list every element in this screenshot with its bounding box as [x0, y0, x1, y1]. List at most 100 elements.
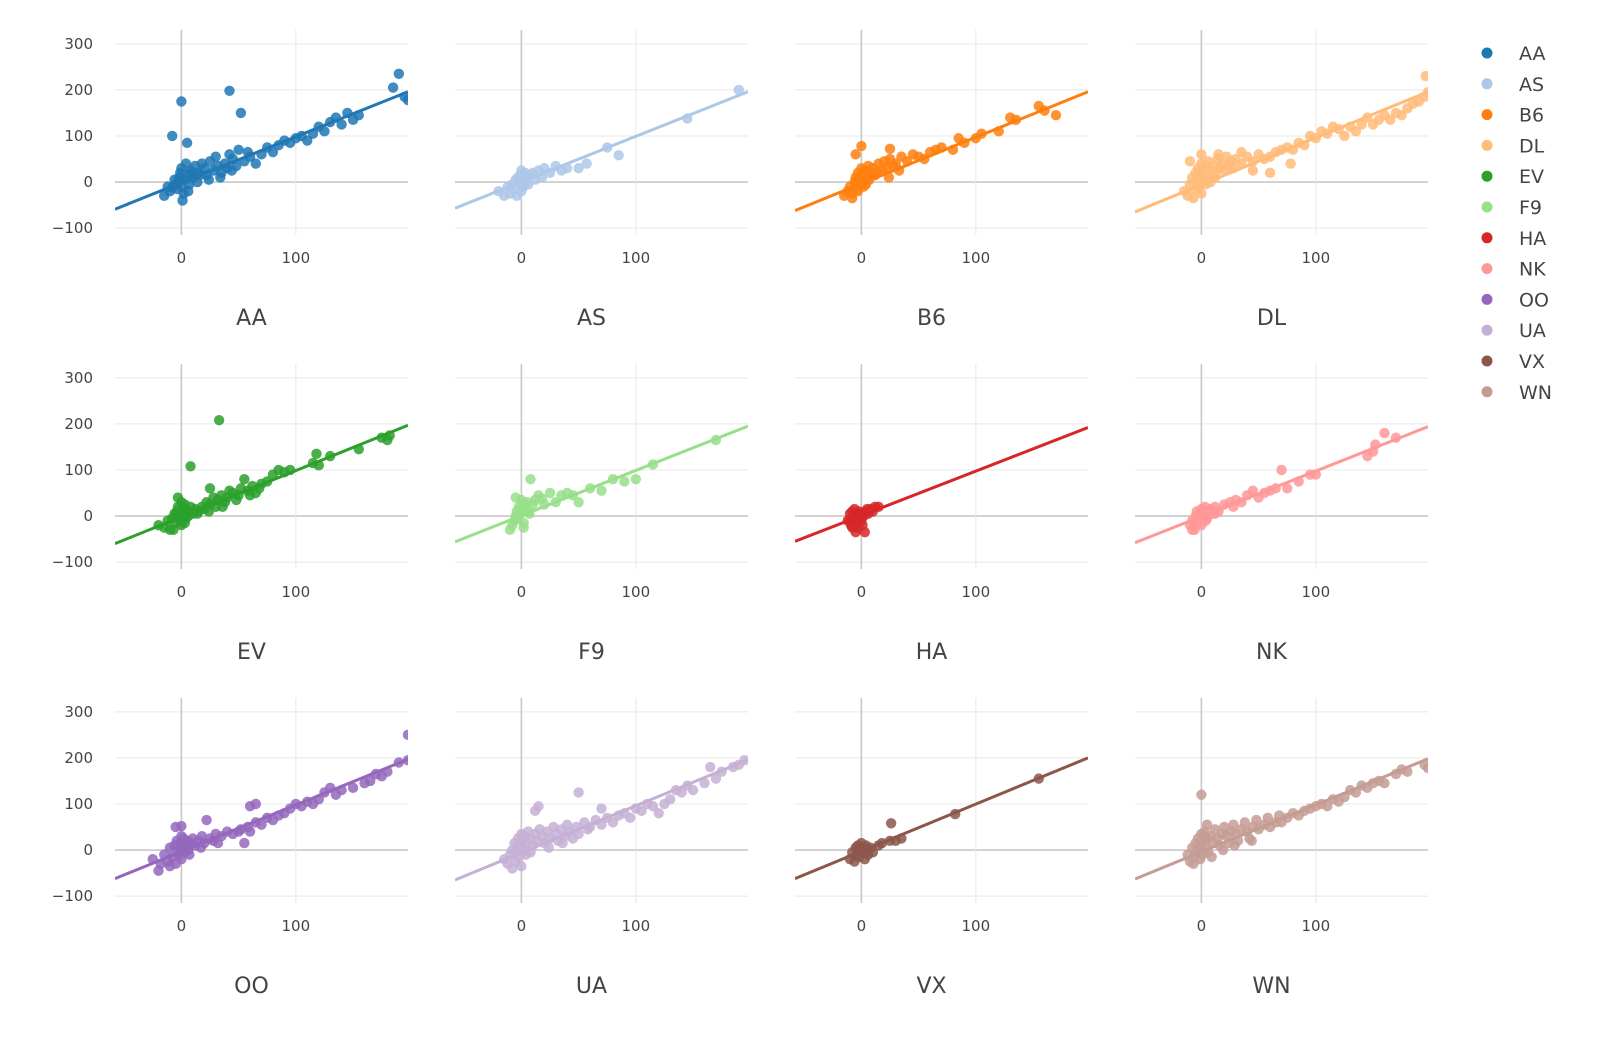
- facet-title: F9: [578, 640, 605, 665]
- data-point: [856, 140, 867, 152]
- data-point: [168, 524, 179, 536]
- facet-panel-nk: 0 100 NK: [1135, 364, 1428, 665]
- regression-line: [115, 90, 408, 211]
- x-tick-label: 100: [622, 583, 651, 601]
- legend-item-as[interactable]: AS: [1481, 74, 1545, 96]
- data-point: [203, 506, 215, 517]
- data-point: [1285, 158, 1296, 169]
- data-point: [518, 522, 529, 533]
- legend-item-b6[interactable]: B6: [1481, 105, 1545, 127]
- data-point: [213, 415, 225, 426]
- facet-marks: [1135, 425, 1428, 545]
- y-tick-label: 200: [64, 81, 93, 99]
- data-point: [176, 96, 187, 107]
- facet-marks: [1135, 70, 1428, 214]
- legend-label: NK: [1519, 259, 1546, 281]
- facet-marks: [455, 84, 748, 210]
- data-point: [1188, 858, 1199, 870]
- legend-item-dl[interactable]: DL: [1481, 135, 1545, 157]
- data-point: [179, 517, 191, 529]
- data-point: [393, 68, 405, 79]
- x-tick-label: 0: [857, 917, 867, 935]
- data-point: [664, 794, 676, 805]
- facet-panel-f9: 0 100 F9: [455, 364, 748, 665]
- legend-item-nk[interactable]: NK: [1481, 259, 1547, 281]
- y-tick-label: 200: [64, 415, 93, 433]
- facet-panel-aa: −100 0 100 200 300 0 100 AA: [52, 30, 408, 331]
- regression-line: [455, 758, 748, 882]
- data-point: [847, 192, 858, 204]
- facet-title: NK: [1256, 640, 1287, 665]
- x-tick-label: 0: [177, 917, 187, 935]
- data-point: [319, 126, 330, 137]
- data-point: [507, 863, 518, 874]
- legend-item-f9[interactable]: F9: [1481, 197, 1543, 219]
- data-point: [1339, 130, 1350, 142]
- x-tick-label: 100: [622, 917, 651, 935]
- legend-item-wn[interactable]: WN: [1481, 382, 1553, 404]
- legend-item-aa[interactable]: AA: [1481, 43, 1546, 65]
- legend-item-oo[interactable]: OO: [1481, 289, 1549, 311]
- regression-line: [1135, 757, 1428, 881]
- data-point: [347, 782, 359, 794]
- facet-title: EV: [237, 640, 266, 665]
- legend-item-ua[interactable]: UA: [1481, 320, 1546, 342]
- legend-marker: [1481, 232, 1493, 244]
- y-tick-label: 0: [83, 173, 93, 191]
- facet-panel-ha: 0 100 HA: [795, 364, 1088, 665]
- y-tick-label: 300: [64, 703, 93, 721]
- data-point: [1201, 819, 1213, 830]
- data-point: [850, 149, 861, 160]
- data-point: [676, 787, 687, 798]
- facet-marks: [795, 426, 1088, 543]
- data-point: [186, 167, 197, 179]
- legend-label: OO: [1519, 289, 1549, 311]
- data-point: [203, 174, 215, 185]
- data-point: [581, 158, 592, 169]
- regression-line: [795, 90, 1088, 212]
- legend-item-ev[interactable]: EV: [1481, 166, 1545, 188]
- data-point: [311, 448, 322, 460]
- x-tick-label: 0: [517, 583, 527, 601]
- data-point: [529, 805, 541, 817]
- legend-label: F9: [1519, 197, 1542, 219]
- legend-label: AA: [1519, 43, 1546, 65]
- facet-title: VX: [916, 974, 946, 999]
- data-point: [184, 849, 195, 860]
- legend-marker: [1481, 78, 1493, 90]
- data-point: [1246, 835, 1257, 847]
- data-point: [1236, 146, 1247, 158]
- facet-title: DL: [1257, 306, 1287, 331]
- data-point: [226, 165, 237, 176]
- data-point: [624, 812, 636, 823]
- data-point: [1385, 114, 1396, 126]
- data-point: [859, 526, 871, 538]
- data-point: [596, 803, 607, 814]
- facet-marks: [115, 729, 408, 880]
- data-point: [867, 847, 879, 858]
- data-point: [365, 775, 376, 787]
- legend-marker: [1481, 324, 1493, 336]
- x-tick-label: 0: [857, 249, 867, 267]
- regression-line: [1135, 425, 1428, 545]
- legend-label: DL: [1519, 135, 1545, 157]
- legend: AA AS B6 DL EV F9 HA NK OO UA VX WN: [1481, 43, 1553, 404]
- data-point: [256, 819, 267, 830]
- data-point: [536, 493, 548, 504]
- data-point: [233, 144, 244, 155]
- x-tick-label: 0: [517, 249, 527, 267]
- data-point: [733, 84, 745, 96]
- data-point: [172, 492, 184, 503]
- data-point: [1187, 524, 1198, 536]
- regression-line: [455, 424, 748, 544]
- data-point: [573, 497, 584, 508]
- data-point: [176, 820, 187, 832]
- data-point: [543, 842, 555, 853]
- regression-line: [455, 90, 748, 210]
- legend-item-vx[interactable]: VX: [1481, 351, 1546, 373]
- legend-label: UA: [1519, 320, 1546, 342]
- legend-marker: [1481, 139, 1493, 151]
- facet-panel-vx: 0 100 VX: [795, 698, 1088, 999]
- legend-item-ha[interactable]: HA: [1481, 228, 1547, 250]
- x-tick-label: 100: [962, 583, 991, 601]
